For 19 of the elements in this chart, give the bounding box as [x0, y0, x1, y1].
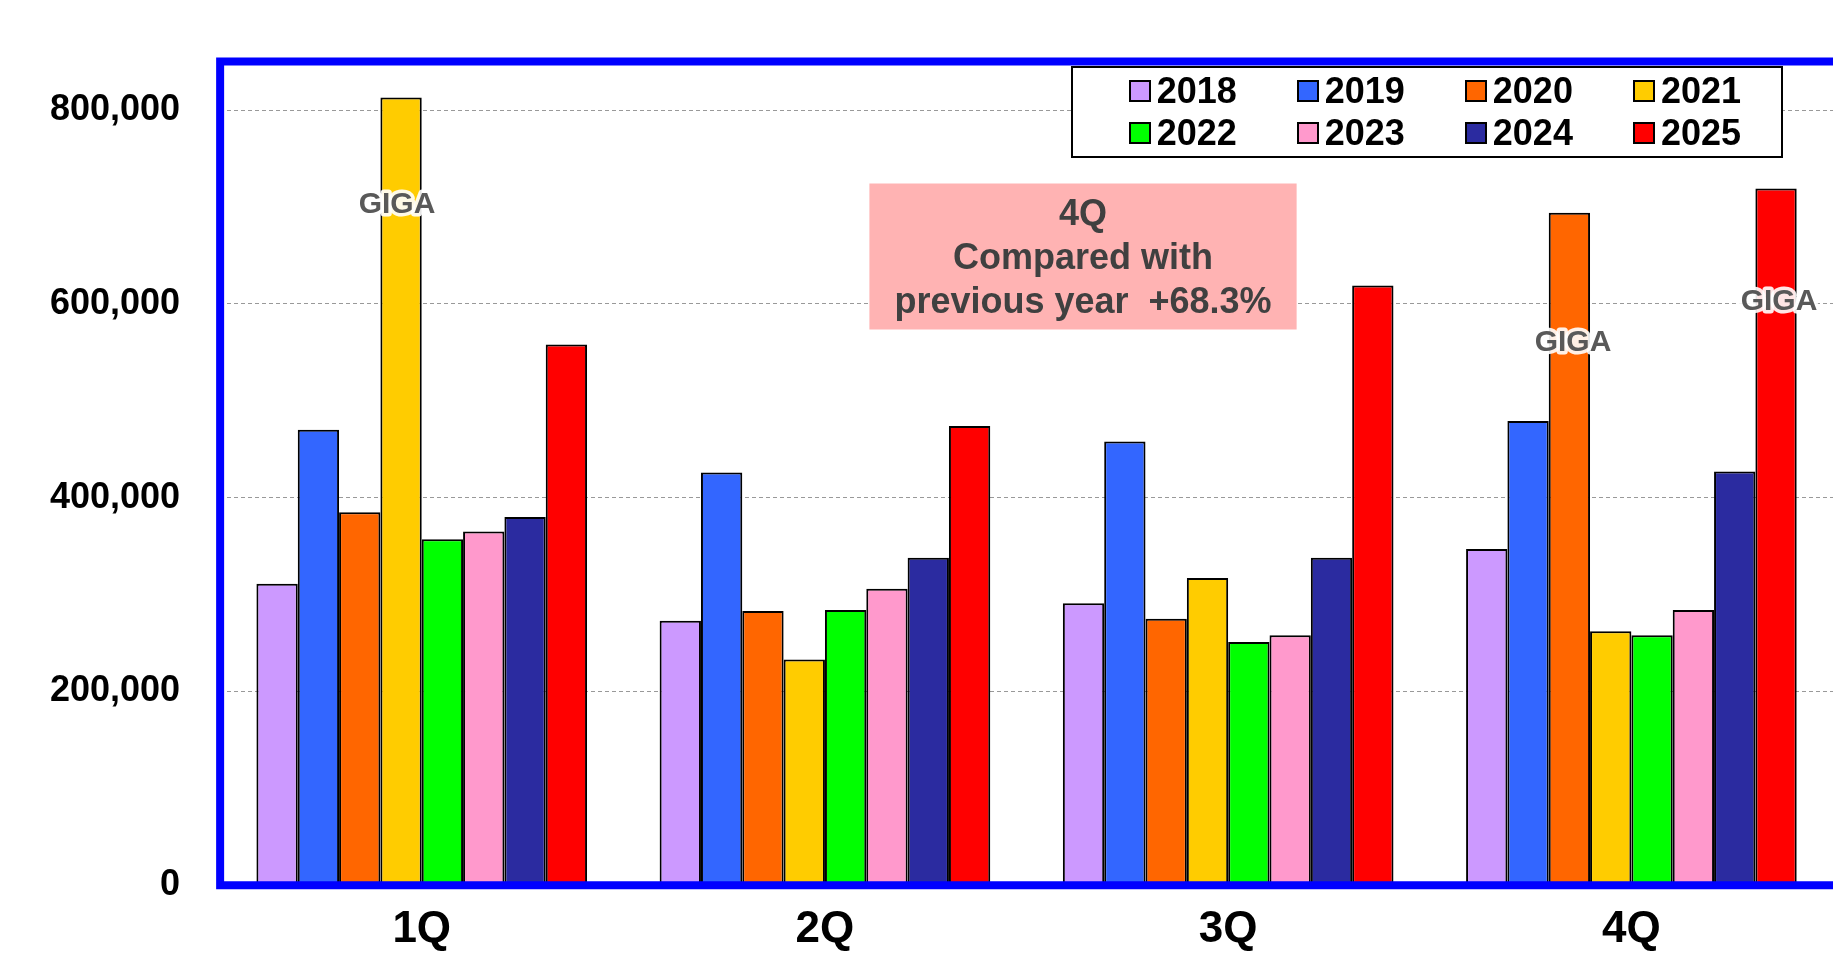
y-tick-label: 800,000	[49, 86, 181, 128]
y-tick-label: 600,000	[49, 280, 181, 322]
x-tick-label: 2Q	[795, 901, 855, 951]
legend-label: 2022	[1156, 111, 1237, 154]
y-tick-label: 400,000	[49, 474, 181, 516]
legend-label: 2025	[1660, 111, 1741, 154]
y-tick-label: 200,000	[49, 668, 181, 710]
x-tick-label: 4Q	[1602, 901, 1661, 951]
legend-label: 2018	[1156, 69, 1237, 112]
x-tick-label: 3Q	[1198, 901, 1258, 951]
y-tick-label: 0	[160, 862, 181, 904]
legend-label: 2019	[1324, 69, 1405, 112]
x-tick-label: 1Q	[392, 901, 452, 951]
annotation: 4Q Compared with previous year +68.3%	[894, 192, 1272, 322]
annotation: GIGA	[1534, 324, 1612, 358]
legend-label: 2024	[1492, 111, 1573, 154]
legend-label: 2023	[1324, 111, 1405, 154]
legend-label: 2021	[1660, 69, 1741, 112]
legend-label: 2020	[1492, 69, 1573, 112]
